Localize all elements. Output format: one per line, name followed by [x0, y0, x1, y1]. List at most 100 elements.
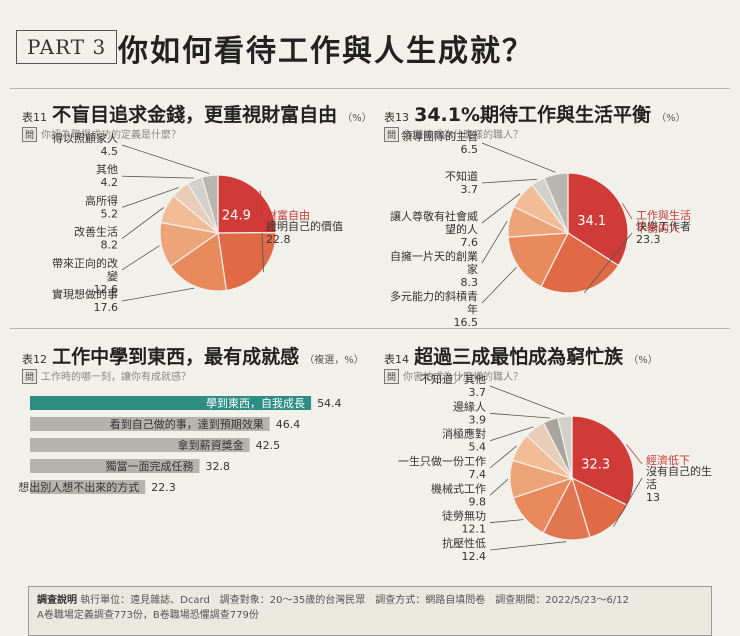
slice-label: 一生只做一份工作 [398, 454, 486, 468]
leader-line [489, 385, 565, 415]
slice-label: 多元能力的斜槓青年 [390, 289, 478, 316]
table-unit: （%） [628, 355, 658, 366]
slice-value: 6.5 [461, 143, 479, 156]
survey-question: 問你期待成為什麼樣的職人？ [384, 126, 523, 142]
slice-label: 得以照顧家人 [52, 131, 118, 145]
bar [30, 417, 270, 431]
chart-table-14: 32.3 不知道／其他3.7邊緣人3.9消極應對5.4一生只做一份工作7.4機械式… [398, 372, 712, 563]
slice-value: 4.2 [101, 176, 119, 189]
question-text: 工作時的哪一刻，讓你有成就感？ [41, 372, 192, 383]
slice-label: 實現想做的事 [52, 287, 118, 301]
leader-line [489, 426, 534, 442]
slice-label-highlight: 財富自由 [266, 208, 310, 222]
leader-line [259, 190, 263, 220]
table-title: 超過三成最怕成為窮忙族 [414, 346, 624, 368]
panel-table-12: 表12 工作中學到東西，最有成就感 （複選，%） 問工作時的哪一刻，讓你有成就感… [22, 342, 372, 522]
leader-line [121, 175, 194, 179]
bar-label: 看到自己做的事，達到預期效果 [110, 417, 264, 431]
survey-note-text: 執行單位：遠見雜誌、Dcard 調查對象：20～35歲的台灣民眾 調查方式：網路… [80, 595, 629, 606]
page-title: 你如何看待工作與人生成就？ [118, 34, 534, 69]
p14-pie: 32.3 不知道／其他3.7邊緣人3.9消極應對5.4一生只做一份工作7.4機械式… [398, 372, 712, 563]
slice-value: 7.6 [461, 236, 479, 249]
table-unit: （複選，%） [304, 355, 364, 366]
bar-value: 54.4 [317, 397, 342, 410]
pie-slice [543, 172, 569, 234]
question-tag: 問 [384, 127, 400, 142]
question-text: 你期待成為什麼樣的職人？ [403, 130, 524, 141]
slice-value: 7.4 [469, 468, 487, 481]
pie-slice [571, 415, 635, 507]
bar [30, 459, 200, 473]
pie-slice [201, 174, 219, 234]
leader-line [121, 187, 180, 208]
panel-title: 表13 34.1%期待工作與生活平衡 （%） [384, 100, 686, 127]
bar [30, 438, 250, 452]
slice-value: 4.5 [101, 145, 119, 158]
bar-label: 拿到薪資獎金 [178, 438, 244, 452]
leader-line [626, 443, 643, 465]
question-text: 你害怕成為什麼樣的職人？ [403, 372, 524, 383]
slice-label: 其他 [96, 163, 118, 176]
survey-note-label: 調查說明 [37, 595, 77, 606]
leader-line [121, 287, 195, 302]
slice-label: 不知道 [445, 169, 478, 183]
leader-line [489, 445, 517, 469]
slice-value-inner: 34.1 [577, 214, 606, 229]
slice-label: 領導團隊的主管 [401, 129, 478, 143]
table-unit: （%） [656, 113, 686, 124]
pie-slice [169, 231, 228, 292]
bar [30, 396, 312, 410]
slice-value: 8.3 [461, 276, 479, 289]
slice-label: 帶來正向的改變 [52, 256, 118, 283]
slice-label: 消極應對 [442, 427, 486, 441]
slice-label: 證明自己的價值 [266, 219, 343, 233]
leader-line [121, 245, 160, 271]
leader-line [121, 207, 164, 239]
slice-value: 16.5 [454, 316, 479, 329]
slice-value-inner: 24.9 [222, 208, 251, 223]
slice-label: 機械式工作 [431, 481, 486, 495]
slice-label: 沒有自己的生活 [646, 464, 712, 491]
table-number: 表11 [22, 111, 47, 124]
bar-value: 42.5 [256, 439, 280, 452]
slice-label: 讓人尊敬有社會威望的人 [390, 209, 478, 236]
panel-table-11: 表11 不盲目追求金錢，更重視財富自由 （%） 問你認為職場成功的定義是什麼？ [22, 100, 372, 310]
leader-line [489, 519, 524, 524]
slice-value: 3.7 [461, 183, 479, 196]
question-tag: 問 [22, 127, 38, 142]
survey-note: 調查說明 執行單位：遠見雜誌、Dcard 調查對象：20～35歲的台灣民眾 調查… [28, 586, 712, 636]
slice-label: 邊緣人 [453, 399, 486, 413]
pie-slice [540, 232, 620, 294]
leader-line [481, 267, 517, 304]
leader-line [481, 220, 508, 264]
leader-line [489, 412, 550, 419]
question-tag: 問 [22, 369, 38, 384]
slice-value: 12.6 [94, 283, 119, 296]
leader-line [622, 203, 633, 220]
table-number: 表12 [22, 353, 47, 366]
panel-title: 表12 工作中學到東西，最有成就感 （複選，%） [22, 342, 364, 369]
leader-line [481, 178, 537, 184]
leader-line [489, 478, 509, 496]
bar-value: 22.3 [151, 481, 176, 494]
bar-value: 32.8 [205, 460, 230, 473]
slice-value: 9.8 [469, 495, 487, 508]
slice-value: 13 [646, 491, 660, 504]
slice-value: 5.2 [101, 207, 119, 220]
bar [30, 480, 146, 494]
slice-value: 5.4 [469, 441, 487, 454]
page-header: PART 3 你如何看待工作與人生成就？ [16, 18, 728, 88]
panel-title: 表14 超過三成最怕成為窮忙族 （%） [384, 342, 658, 369]
leader-line [613, 477, 643, 528]
leader-line [584, 232, 633, 294]
pie-slice [507, 232, 570, 288]
slice-value: 3.7 [469, 386, 487, 399]
question-text: 你認為職場成功的定義是什麼？ [41, 130, 182, 141]
part-label: PART 3 [16, 30, 118, 64]
table-title: 工作中學到東西，最有成就感 [52, 346, 300, 368]
slice-value: 12.1 [462, 523, 487, 536]
question-tag: 問 [384, 369, 400, 384]
slice-value-inner: 32.3 [581, 457, 610, 472]
